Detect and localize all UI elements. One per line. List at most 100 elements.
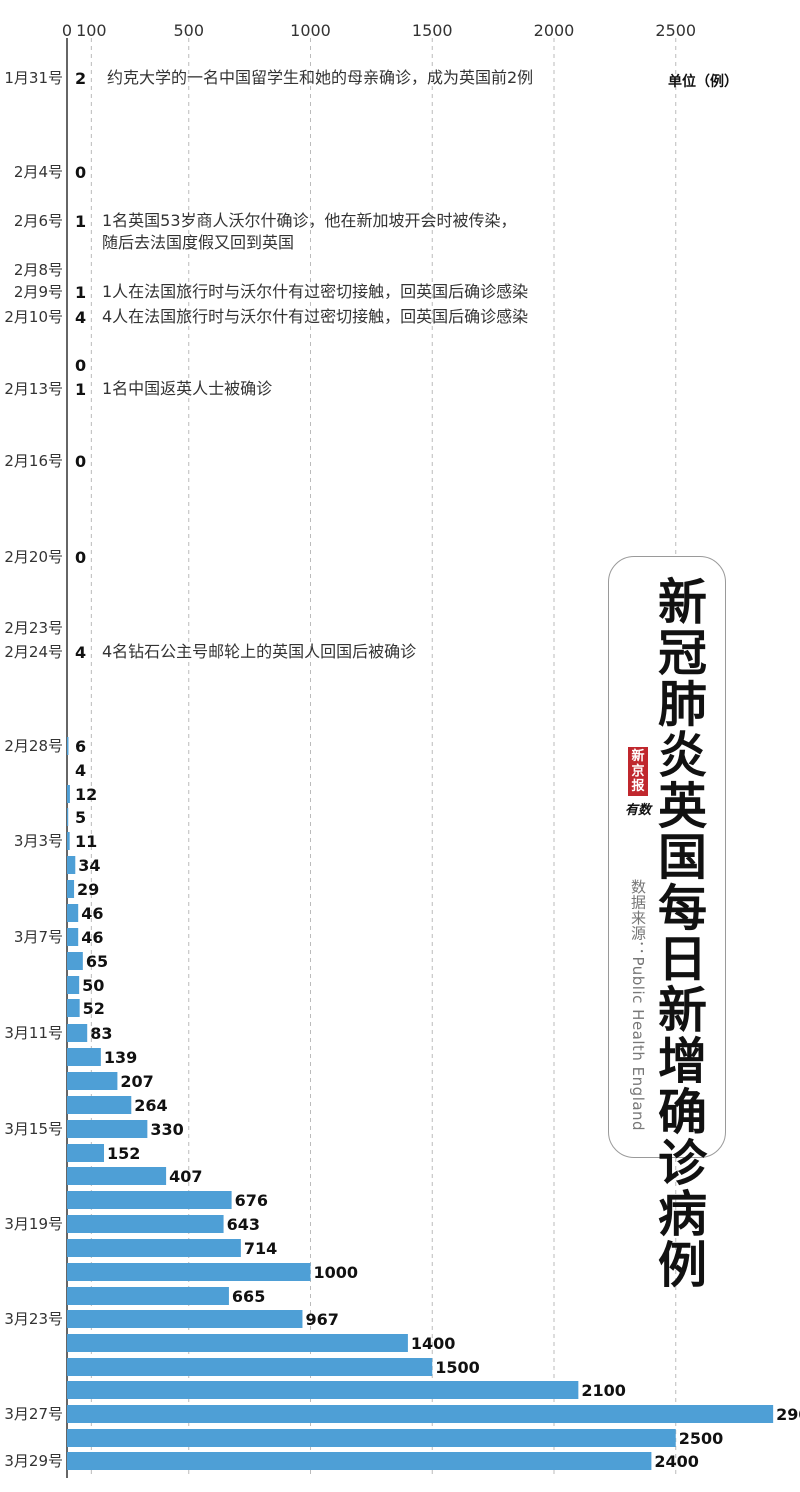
value-label: 46 xyxy=(81,904,103,923)
bar xyxy=(67,999,80,1017)
value-label: 4 xyxy=(75,308,86,327)
date-label: 2月23号 xyxy=(4,619,63,637)
value-label: 12 xyxy=(75,785,97,804)
bar xyxy=(67,737,69,755)
date-label: 3月7号 xyxy=(14,928,63,946)
value-label: 4 xyxy=(75,761,86,780)
bars xyxy=(67,737,774,1470)
value-label: 0 xyxy=(75,452,86,471)
bar xyxy=(67,1215,224,1233)
annotation: 1名英国53岁商人沃尔什确诊，他在新加坡开会时被传染， xyxy=(102,211,517,230)
bar xyxy=(67,785,70,803)
bar xyxy=(67,832,70,850)
date-label: 3月3号 xyxy=(14,832,63,850)
value-label: 0 xyxy=(75,163,86,182)
brand-logo-top: 新京报 xyxy=(628,747,648,796)
bar xyxy=(67,1310,303,1328)
annotation: 1名中国返英人士被确诊 xyxy=(102,379,272,398)
bar xyxy=(67,1452,652,1470)
date-label: 3月11号 xyxy=(4,1024,63,1042)
bar xyxy=(67,1334,408,1352)
x-tick-label: 500 xyxy=(173,21,204,40)
value-label: 207 xyxy=(120,1072,153,1091)
bar xyxy=(67,1287,229,1305)
value-label: 330 xyxy=(150,1120,183,1139)
bar xyxy=(67,1191,232,1209)
value-label: 83 xyxy=(90,1024,112,1043)
date-label: 1月31号 xyxy=(4,69,63,87)
bar xyxy=(67,1381,579,1399)
value-label: 2100 xyxy=(581,1381,626,1400)
value-label: 676 xyxy=(235,1191,268,1210)
value-label: 5 xyxy=(75,808,86,827)
date-label: 2月28号 xyxy=(4,737,63,755)
bar xyxy=(67,1358,433,1376)
x-tick-label: 100 xyxy=(76,21,107,40)
value-label: 46 xyxy=(81,928,103,947)
date-label: 2月8号 xyxy=(14,261,63,279)
bar xyxy=(67,1072,118,1090)
date-label: 2月16号 xyxy=(4,452,63,470)
bar xyxy=(67,976,80,994)
value-label: 2400 xyxy=(654,1452,699,1471)
bar xyxy=(67,1405,774,1423)
value-label: 29 xyxy=(77,880,99,899)
x-tick-label: 2000 xyxy=(534,21,575,40)
x-tick-label: 2500 xyxy=(655,21,696,40)
date-label: 2月13号 xyxy=(4,380,63,398)
value-label: 1 xyxy=(75,380,86,399)
data-source: 数据来源：Public Health England xyxy=(629,879,647,1132)
x-tick-label: 1000 xyxy=(290,21,331,40)
date-label: 3月19号 xyxy=(4,1215,63,1233)
value-label: 1500 xyxy=(435,1358,480,1377)
annotation: 约克大学的一名中国留学生和她的母亲确诊，成为英国前2例 xyxy=(107,68,533,87)
bar xyxy=(67,1429,676,1447)
value-label: 1 xyxy=(75,283,86,302)
x-tick-label: 0 xyxy=(62,21,72,40)
brand-logo-bottom: 有数 xyxy=(625,803,652,818)
unit-label: 单位（例） xyxy=(668,73,738,90)
date-label: 3月27号 xyxy=(4,1405,63,1423)
value-label: 2 xyxy=(75,69,86,88)
value-label: 50 xyxy=(82,976,104,995)
bar xyxy=(67,904,79,922)
bar xyxy=(67,880,75,898)
bar xyxy=(67,1120,148,1138)
bar xyxy=(67,1167,167,1185)
value-label: 6 xyxy=(75,737,86,756)
bar xyxy=(67,1263,311,1281)
brand-logo: 新京报 有数 xyxy=(625,747,651,818)
date-label: 2月6号 xyxy=(14,212,63,230)
value-label: 407 xyxy=(169,1167,202,1186)
bar xyxy=(67,808,69,826)
value-label: 1400 xyxy=(411,1334,456,1353)
date-label: 2月20号 xyxy=(4,548,63,566)
x-axis-ticks: 0 100 500 1000 1500 2000 2500 xyxy=(62,21,696,40)
date-label: 3月15号 xyxy=(4,1120,63,1138)
date-label: 2月10号 xyxy=(4,308,63,326)
value-label: 0 xyxy=(75,548,86,567)
annotation: 4名钻石公主号邮轮上的英国人回国后被确诊 xyxy=(102,642,416,661)
bar xyxy=(67,1239,241,1257)
date-label: 3月29号 xyxy=(4,1452,63,1470)
value-label: 643 xyxy=(227,1215,260,1234)
annotation: 4人在法国旅行时与沃尔什有过密切接触，回英国后确诊感染 xyxy=(102,307,528,326)
value-label: 665 xyxy=(232,1287,265,1306)
bar xyxy=(67,952,83,970)
date-label: 3月23号 xyxy=(4,1310,63,1328)
chart-title: 新冠肺炎英国每日新增确诊病例 xyxy=(658,574,708,1294)
bar xyxy=(67,1048,101,1066)
value-label: 4 xyxy=(75,643,86,662)
annotation: 1人在法国旅行时与沃尔什有过密切接触，回英国后确诊感染 xyxy=(102,282,528,301)
bar xyxy=(67,1144,105,1162)
title-card: 新冠肺炎英国每日新增确诊病例 新京报 有数 数据来源：Public Health… xyxy=(608,556,726,1291)
value-label: 714 xyxy=(244,1239,277,1258)
value-label: 2900 xyxy=(776,1405,800,1424)
value-label: 52 xyxy=(83,999,105,1018)
value-label: 0 xyxy=(75,356,86,375)
bar xyxy=(67,928,79,946)
value-label: 139 xyxy=(104,1048,137,1067)
date-label: 2月9号 xyxy=(14,283,63,301)
bar xyxy=(67,1024,88,1042)
